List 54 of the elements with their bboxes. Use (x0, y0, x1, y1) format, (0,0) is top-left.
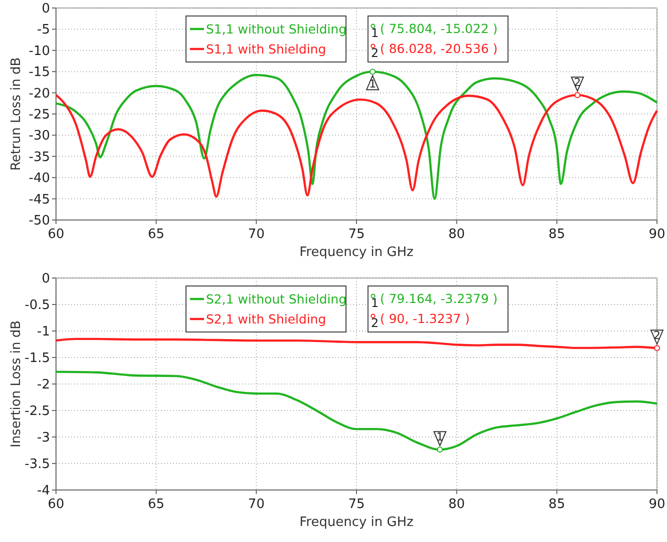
x-tick-label: 80 (448, 497, 465, 512)
legend-label: S2,1 without Shielding (206, 292, 347, 306)
annotation: 2 (574, 76, 581, 90)
y-tick-label: -25 (28, 108, 50, 122)
y-tick-label: -30 (28, 128, 50, 144)
legend-label: S1,1 with Shielding (206, 42, 326, 56)
y-tick-label: -15 (28, 65, 50, 80)
y-tick-label: -50 (28, 214, 50, 228)
annotation: ( 79.164, -3.2379 ) (380, 291, 498, 306)
annotation: ( 75.804, -15.022 ) (380, 21, 498, 36)
x-tick-label: 70 (248, 497, 265, 512)
text: 1 (371, 296, 379, 310)
x-tick-label: 90 (648, 497, 666, 512)
legend-label: S1,1 without Shielding (206, 22, 347, 36)
annotation: 1 (436, 430, 444, 444)
x-tick-label: 85 (548, 227, 566, 242)
y-tick-label: -35 (28, 150, 50, 165)
x-tick-label: 65 (148, 497, 164, 512)
y-tick-label: 0 (42, 2, 50, 16)
x-tick-label: 60 (48, 227, 64, 242)
annotation: ( 86.028, -20.536 ) (380, 41, 498, 56)
y-tick-label: -10 (28, 44, 50, 59)
y-axis-title: Insertion Loss in dB (9, 320, 24, 448)
x-tick-label: 85 (548, 497, 566, 512)
y-tick-label: -1 (37, 324, 50, 340)
y-tick-label: -3.5 (24, 457, 50, 472)
y-tick-label: -1.5 (24, 351, 50, 366)
annotation: 1 (369, 78, 376, 91)
y-tick-label: -0.5 (24, 298, 50, 313)
x-tick-label: 65 (148, 227, 164, 242)
text: 2 (371, 316, 379, 330)
y-tick-label: -45 (28, 192, 50, 208)
x-tick-label: 80 (448, 227, 465, 242)
y-axis-title: Retrun Loss in dB (9, 57, 24, 171)
y-tick-label: -2 (37, 378, 50, 392)
y-tick-label: -5 (37, 22, 50, 38)
x-axis-title: Frequency in GHz (300, 245, 414, 260)
y-tick-label: 0 (42, 272, 50, 286)
x-tick-label: 60 (48, 497, 64, 512)
y-tick-label: -3 (37, 430, 50, 446)
legend-label: S2,1 with Shielding (206, 312, 326, 326)
y-tick-label: -4 (37, 484, 50, 498)
x-tick-label: 75 (348, 497, 365, 512)
x-tick-label: 70 (248, 227, 265, 242)
x-axis-title: Frequency in GHz (300, 515, 414, 530)
y-tick-label: -2.5 (24, 404, 50, 419)
text: 1 (371, 26, 379, 40)
x-tick-label: 90 (648, 227, 666, 242)
x-tick-label: 75 (348, 227, 365, 242)
y-tick-label: -20 (28, 86, 50, 102)
text: 2 (371, 46, 379, 60)
y-tick-label: -40 (28, 171, 50, 186)
annotation: ( 90, -1.3237 ) (380, 311, 470, 326)
annotation: 2 (654, 329, 660, 342)
